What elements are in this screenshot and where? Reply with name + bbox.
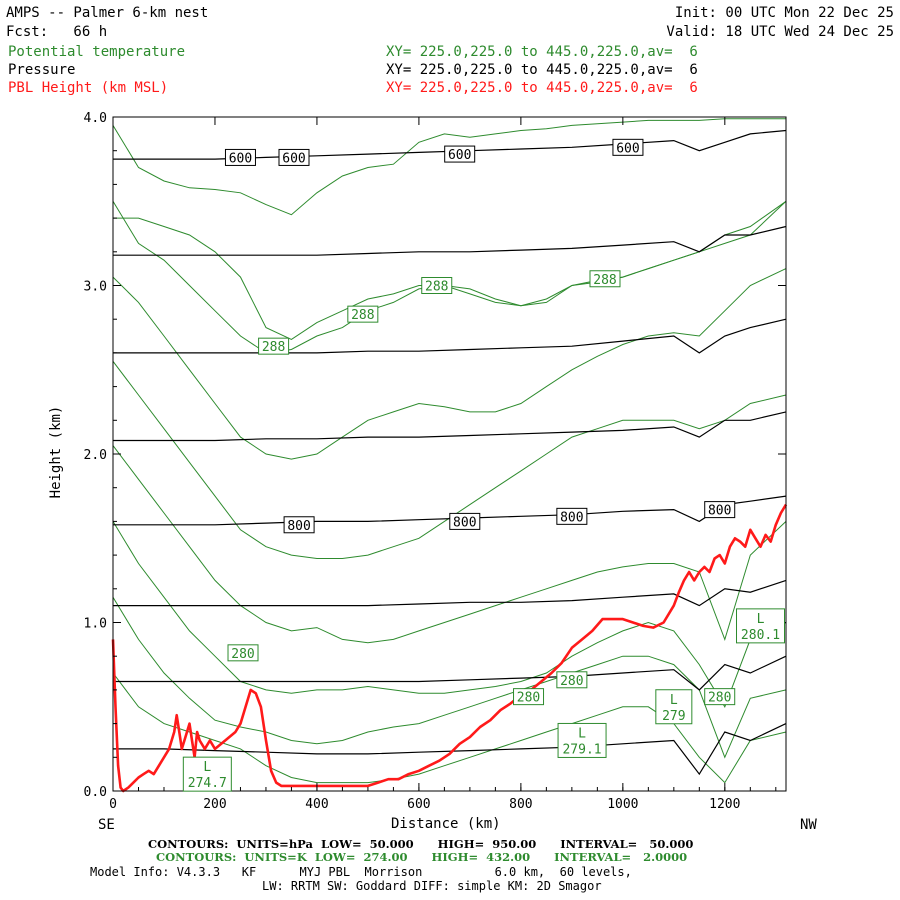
- x-tick-label: 200: [203, 797, 226, 812]
- contour-label-box: [227, 644, 259, 662]
- pressure-contour-700: [113, 318, 787, 354]
- contour-label-box: [449, 512, 481, 530]
- y-tick-label: 3.0: [84, 280, 107, 295]
- contour-label-box: [283, 516, 315, 534]
- low-extremum-box: [736, 608, 786, 644]
- contour-label-280: 280: [560, 674, 583, 689]
- theta-contour-line-7: [112, 596, 787, 759]
- y-tick-label: 4.0: [84, 111, 107, 126]
- pressure-contour-750: [113, 411, 787, 442]
- contour-label-600: 600: [448, 148, 471, 163]
- low-extremum-marker: L: [203, 760, 211, 775]
- contour-label-288: 288: [351, 308, 374, 323]
- pbl-height-line: [111, 503, 788, 793]
- contour-label-288: 288: [425, 280, 448, 295]
- contour-label-box: [513, 688, 545, 706]
- low-extremum-marker: L: [578, 726, 586, 741]
- low-extremum-box: [557, 722, 607, 758]
- contour-label-box: [556, 671, 588, 689]
- y-axis-title: Height (km): [48, 405, 64, 499]
- contour-label-600: 600: [229, 151, 252, 166]
- field-xy-pbl: XY= 225.0,225.0 to 445.0,225.0,av= 6: [386, 80, 698, 96]
- contour-label-288: 288: [262, 340, 285, 355]
- header-valid-time: Valid: 18 UTC Wed 24 Dec 25: [666, 24, 894, 40]
- pressure-contour-850: [113, 579, 787, 607]
- contour-label-box: [556, 507, 588, 525]
- contour-label-800: 800: [560, 510, 583, 525]
- contour-label-280: 280: [708, 691, 731, 706]
- contour-label-280: 280: [517, 691, 540, 706]
- theta-contour-line-3: [112, 268, 787, 460]
- field-xy-pressure: XY= 225.0,225.0 to 445.0,225.0,av= 6: [386, 62, 698, 78]
- contour-label-800: 800: [453, 515, 476, 530]
- contour-label-800: 800: [287, 519, 310, 534]
- low-extremum-value: 279: [662, 709, 685, 724]
- low-extremum-marker: L: [757, 612, 765, 627]
- contour-label-box: [258, 337, 290, 355]
- theta-contour-line-0: [112, 118, 786, 216]
- y-tick-label: 2.0: [84, 448, 107, 463]
- x-tick-label: 0: [109, 797, 117, 812]
- x-end-label-se: SE: [98, 817, 115, 833]
- header-init-time: Init: 00 UTC Mon 22 Dec 25: [674, 5, 894, 21]
- footer-model-info-2: LW: RRTM SW: Goddard DIFF: simple KM: 2D…: [262, 879, 602, 893]
- contour-label-800: 800: [708, 504, 731, 519]
- theta-contour-line-1: [113, 200, 787, 340]
- x-tick-label: 800: [509, 797, 532, 812]
- low-extremum-box: [182, 756, 232, 792]
- header-forecast-hour: Fcst: 66 h: [6, 24, 108, 40]
- x-tick-label: 600: [407, 797, 430, 812]
- header-title: AMPS -- Palmer 6-km nest: [6, 5, 209, 21]
- field-xy-theta: XY= 225.0,225.0 to 445.0,225.0,av= 6: [386, 44, 698, 60]
- field-name-theta: Potential temperature: [8, 44, 186, 60]
- pressure-contour-900: [113, 655, 787, 691]
- low-extremum-value: 274.7: [188, 776, 227, 791]
- contour-label-box: [444, 145, 476, 163]
- footer-model-info-1: Model Info: V4.3.3 KF MYJ PBL Morrison 6…: [90, 865, 632, 879]
- low-extremum-marker: L: [670, 693, 678, 708]
- contour-label-box: [589, 270, 621, 288]
- x-axis-title: Distance (km): [391, 816, 501, 832]
- x-tick-label: 1000: [607, 797, 638, 812]
- field-name-pressure: Pressure: [8, 62, 76, 78]
- y-tick-label: 1.0: [84, 617, 107, 632]
- x-end-label-nw: NW: [800, 817, 817, 833]
- x-tick-label: 400: [305, 797, 328, 812]
- contour-label-box: [278, 148, 310, 166]
- footer-pressure-contours: CONTOURS: UNITS=hPa LOW= 50.000 HIGH= 95…: [148, 837, 694, 851]
- theta-contour-line-4: [112, 360, 787, 559]
- contour-label-288: 288: [593, 273, 616, 288]
- pressure-contour-950: [113, 723, 787, 776]
- contour-label-box: [704, 501, 736, 519]
- x-tick-label: 1200: [709, 797, 740, 812]
- contour-label-box: [704, 688, 736, 706]
- theta-contour-line-5: [112, 445, 787, 644]
- footer-theta-contours: CONTOURS: UNITS=K LOW= 274.00 HIGH= 432.…: [156, 850, 688, 864]
- field-name-pbl: PBL Height (km MSL): [8, 80, 169, 96]
- low-extremum-value: 280.1: [741, 628, 780, 643]
- low-extremum-box: [655, 689, 693, 725]
- contour-label-box: [421, 277, 453, 294]
- contour-label-box: [612, 138, 644, 156]
- contour-label-600: 600: [282, 151, 305, 166]
- theta-contour-line-6: [112, 521, 787, 708]
- contour-label-box: [347, 305, 379, 323]
- contour-label-280: 280: [231, 647, 254, 662]
- contour-label-box: [224, 148, 256, 166]
- low-extremum-value: 279.1: [562, 742, 601, 757]
- contour-label-600: 600: [616, 141, 639, 156]
- pressure-contour-650: [113, 225, 787, 256]
- y-tick-label: 0.0: [84, 785, 107, 800]
